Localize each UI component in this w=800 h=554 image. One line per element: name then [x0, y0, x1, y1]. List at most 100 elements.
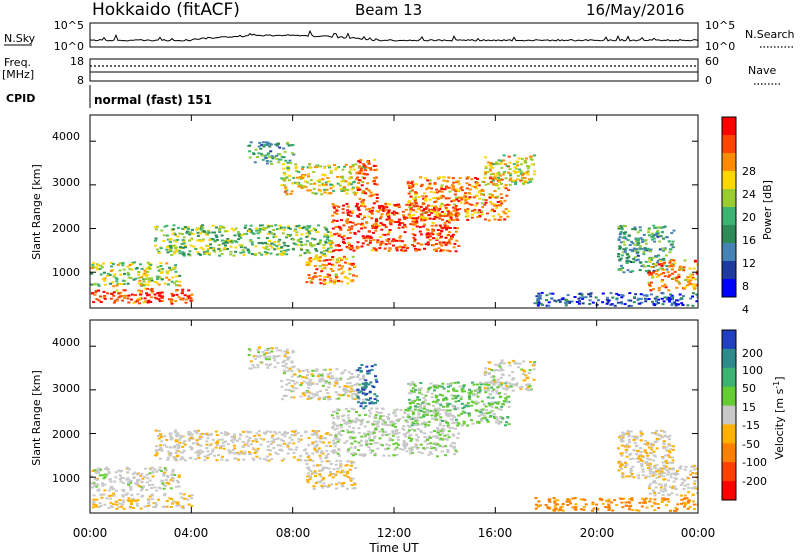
velocity-cell: [340, 469, 344, 472]
velocity-cell: [101, 482, 104, 485]
velocity-cell: [287, 369, 291, 372]
velocity-cell: [476, 395, 480, 398]
power-cell: [340, 257, 344, 260]
power-cell: [413, 222, 417, 225]
power-cell: [307, 226, 311, 229]
power-cell: [255, 227, 259, 230]
power-cell: [383, 224, 387, 227]
velocity-cell: [329, 377, 333, 380]
power-cell: [570, 300, 574, 303]
velocity-cell: [346, 431, 350, 434]
power-cell: [335, 261, 339, 264]
power-cell: [392, 240, 396, 242]
power-cell: [321, 254, 325, 256]
velocity-cell: [269, 363, 273, 366]
velocity-cell: [307, 381, 311, 384]
velocity-cell: [501, 369, 505, 372]
power-cell: [591, 301, 595, 304]
velocity-cell: [409, 439, 413, 442]
power-cell: [363, 205, 367, 208]
velocity-cell: [360, 444, 364, 447]
velocity-cell: [339, 423, 343, 426]
velocity-cell: [415, 418, 418, 421]
velocity-cell: [151, 470, 155, 473]
velocity-cell: [93, 478, 97, 480]
velocity-cell: [318, 380, 322, 383]
power-cell: [663, 248, 667, 251]
power-cell: [443, 188, 447, 191]
velocity-cell: [450, 445, 454, 448]
power-cell: [435, 237, 438, 240]
velocity-cell: [648, 443, 652, 446]
power-cell: [404, 246, 408, 249]
power-cell: [382, 206, 386, 209]
velocity-cell: [647, 485, 651, 488]
velocity-cell: [403, 411, 407, 414]
power-cell: [157, 252, 161, 255]
velocity-cell: [463, 390, 466, 393]
power-cell: [475, 195, 479, 198]
velocity-cell: [637, 460, 640, 463]
power-cell: [229, 253, 233, 256]
power-cell: [447, 233, 451, 236]
velocity-cell: [311, 396, 315, 399]
power-cell: [245, 232, 249, 235]
power-cell: [385, 218, 389, 221]
power-cell: [173, 233, 177, 236]
velocity-cell: [368, 390, 372, 393]
velocity-cell: [639, 435, 643, 437]
velocity-cell: [463, 406, 467, 409]
power-cell: [320, 267, 324, 270]
velocity-cell: [436, 412, 440, 415]
velocity-cell: [119, 476, 123, 479]
velocity-cell: [355, 393, 359, 396]
velocity-cell: [406, 413, 410, 416]
velocity-cell: [271, 347, 275, 350]
velocity-cell: [357, 398, 361, 401]
velocity-cell: [408, 405, 412, 408]
power-cell: [278, 146, 282, 149]
velocity-cell: [439, 402, 443, 405]
velocity-cell: [436, 431, 440, 434]
power-cell: [424, 195, 428, 198]
nsky-frame: [89, 22, 699, 48]
velocity-cell: [349, 387, 353, 390]
power-cell: [98, 267, 102, 270]
power-cell: [340, 272, 344, 275]
power-cell: [294, 165, 298, 168]
power-cell: [663, 247, 667, 250]
velocity-cell: [452, 447, 456, 450]
power-cell: [489, 181, 493, 184]
power-cell: [155, 225, 159, 228]
power-cell: [183, 244, 187, 247]
velocity-cell: [228, 452, 232, 455]
velocity-cell: [676, 473, 680, 475]
velocity-cell: [693, 486, 697, 489]
velocity-cell: [162, 474, 166, 477]
power-cell: [442, 176, 446, 179]
velocity-cell: [362, 376, 365, 379]
power-cell: [648, 283, 652, 286]
power-cell: [312, 258, 316, 261]
velocity-cell: [177, 476, 181, 479]
velocity-cell: [110, 506, 114, 508]
power-cell: [518, 168, 522, 171]
power-cell: [413, 200, 417, 203]
velocity-cell: [353, 447, 357, 450]
power-cell: [412, 204, 416, 207]
power-cell: [424, 177, 428, 180]
power-cell: [673, 262, 677, 265]
power-cell: [636, 251, 640, 254]
velocity-cell: [428, 436, 432, 439]
velocity-cell: [373, 452, 377, 455]
power-cell: [633, 296, 636, 299]
velocity-cell: [290, 448, 294, 451]
power-cell: [512, 163, 516, 166]
power-cell: [414, 183, 418, 186]
power-cell: [412, 219, 416, 222]
power-cell: [452, 181, 456, 184]
velocity-cell: [404, 408, 408, 411]
power-cell: [429, 190, 433, 193]
velocity-cell: [486, 386, 490, 389]
power-cell: [429, 210, 433, 213]
